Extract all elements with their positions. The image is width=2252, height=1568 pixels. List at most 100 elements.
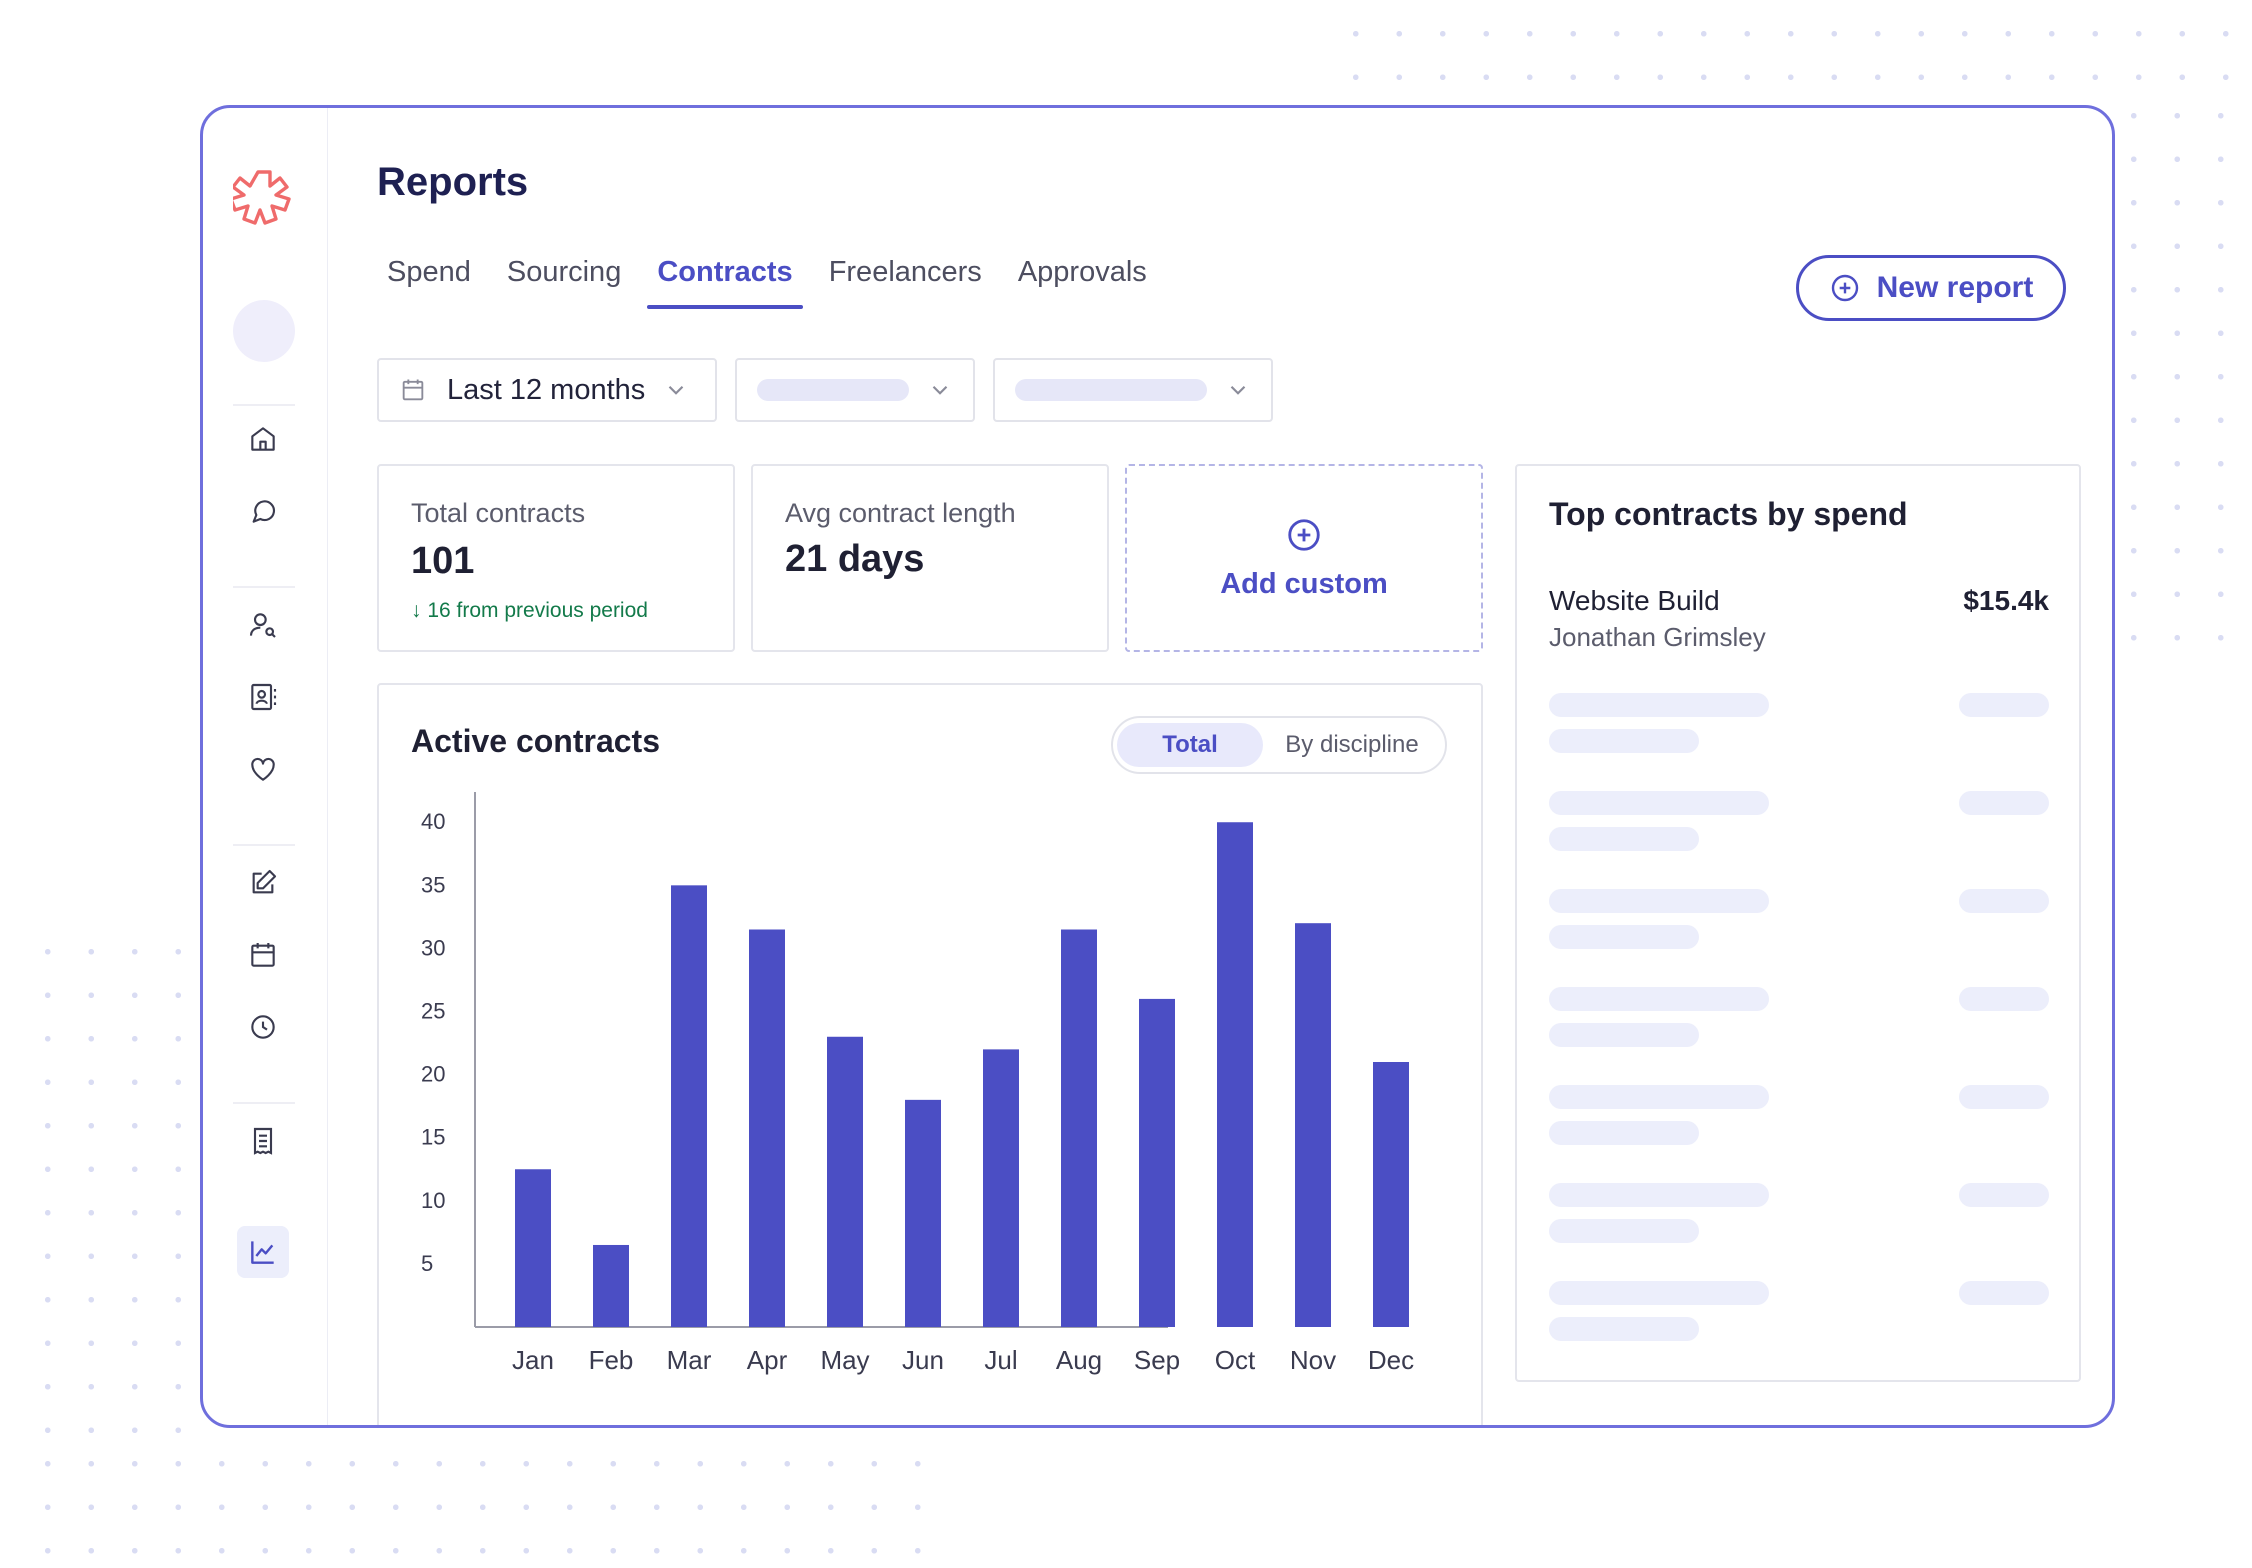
skeleton-line <box>1549 889 1769 913</box>
y-tick-label: 25 <box>421 999 445 1024</box>
skeleton-line <box>1549 987 1769 1011</box>
chevron-down-icon <box>1230 385 1246 395</box>
x-tick-label: Mar <box>667 1345 712 1375</box>
sidebar <box>203 108 328 1425</box>
bar <box>905 1099 941 1327</box>
bar <box>1373 1062 1409 1327</box>
app-window: Reports Spend Sourcing Contracts Freelan… <box>200 105 2115 1428</box>
y-tick-label: 35 <box>421 872 445 897</box>
plus-circle-icon <box>1831 274 1858 302</box>
skeleton-line <box>1549 1281 1769 1305</box>
y-tick-label: 20 <box>421 1062 445 1087</box>
placeholder-bar <box>757 379 909 401</box>
total-contracts-card: Total contracts 101 ↓ 16 from previous p… <box>377 464 735 652</box>
skeleton-line <box>1549 1317 1699 1341</box>
add-custom-card[interactable]: Add custom <box>1125 464 1483 652</box>
main-content: Reports Spend Sourcing Contracts Freelan… <box>327 108 2112 1425</box>
active-contracts-card: Active contracts Total By discipline 5 10… <box>377 683 1483 1425</box>
skeleton-line <box>1959 693 2049 717</box>
sidebar-item-home[interactable] <box>237 413 289 465</box>
date-range-select[interactable]: Last 12 months <box>377 358 717 422</box>
skeleton-line <box>1549 1219 1699 1243</box>
stat-value: 21 days <box>785 538 925 580</box>
x-tick-label: Feb <box>589 1345 634 1375</box>
tab-spend[interactable]: Spend <box>387 256 471 288</box>
user-search-icon <box>249 613 276 638</box>
toggle-total[interactable]: Total <box>1117 723 1263 767</box>
contract-name[interactable]: Website Build <box>1549 585 1720 616</box>
sidebar-item-talent[interactable] <box>237 599 289 651</box>
placeholder-bar <box>1015 379 1207 401</box>
x-tick-label: Jan <box>512 1345 554 1375</box>
sidebar-item-favorites[interactable] <box>237 743 289 795</box>
stat-label: Total contracts <box>411 498 586 528</box>
top-contracts-card: Top contracts by spend Website Build Jon… <box>1515 464 2081 1382</box>
x-tick-label: Apr <box>747 1345 788 1375</box>
decorative-dots <box>2112 94 2252 644</box>
skeleton-line <box>1959 1183 2049 1207</box>
bar <box>1139 998 1175 1327</box>
top-contracts-title: Top contracts by spend <box>1549 496 1908 532</box>
x-tick-label: Oct <box>1215 1345 1256 1375</box>
skeleton-line <box>1549 729 1699 753</box>
chevron-down-icon <box>932 385 948 395</box>
skeleton-line <box>1959 987 2049 1011</box>
decorative-dots <box>1334 12 2252 94</box>
tab-contracts[interactable]: Contracts <box>647 256 804 309</box>
filter-select[interactable] <box>993 358 1273 422</box>
page-title: Reports <box>377 160 529 204</box>
stat-label: Avg contract length <box>785 498 1016 528</box>
x-tick-label: Aug <box>1056 1345 1102 1375</box>
tab-freelancers[interactable]: Freelancers <box>828 256 982 288</box>
decorative-dots <box>26 1442 936 1568</box>
sidebar-item-messages[interactable] <box>237 485 289 537</box>
skeleton-line <box>1549 1085 1769 1109</box>
y-tick-label: 30 <box>421 935 445 960</box>
edit-icon <box>252 869 277 894</box>
divider <box>233 1102 295 1104</box>
toggle-by-discipline[interactable]: By discipline <box>1285 731 1419 758</box>
x-tick-label: Jun <box>902 1345 944 1375</box>
clock-icon <box>251 1015 275 1039</box>
x-tick-label: Nov <box>1290 1345 1336 1375</box>
bar <box>515 1169 551 1327</box>
skeleton-line <box>1959 791 2049 815</box>
bar-chart: 5 10 15 20 25 30 35 40 Jan Feb Mar Apr May Jun Jul Aug S… <box>421 792 1414 1375</box>
skeleton-line <box>1959 1281 2049 1305</box>
skeleton-line <box>1959 889 2049 913</box>
receipt-icon <box>253 1127 273 1155</box>
contacts-icon <box>251 683 277 711</box>
sidebar-item-contacts[interactable] <box>237 671 289 723</box>
sidebar-item-calendar[interactable] <box>237 929 289 981</box>
sidebar-item-edit[interactable] <box>237 857 289 909</box>
new-report-button[interactable]: New report <box>1796 255 2066 321</box>
skeleton-line <box>1549 791 1769 815</box>
stat-value: 101 <box>411 540 475 582</box>
x-tick-label: Dec <box>1368 1345 1414 1375</box>
bar <box>593 1244 629 1327</box>
tab-approvals[interactable]: Approvals <box>1017 256 1147 288</box>
skeleton-line <box>1959 1085 2049 1109</box>
bar <box>983 1049 1019 1327</box>
add-custom-label: Add custom <box>1220 567 1388 600</box>
filter-select[interactable] <box>735 358 975 422</box>
bar <box>671 885 707 1327</box>
stat-delta: ↓ 16 from previous period <box>411 599 648 622</box>
bar <box>1217 822 1253 1327</box>
skeleton-line <box>1549 1121 1699 1145</box>
plus-circle-icon <box>1288 518 1320 551</box>
new-report-label: New report <box>1876 271 2034 304</box>
contract-owner: Jonathan Grimsley <box>1549 622 1766 652</box>
sidebar-item-reports[interactable] <box>237 1226 289 1278</box>
y-tick-label: 15 <box>421 1125 445 1150</box>
tab-sourcing[interactable]: Sourcing <box>506 256 622 288</box>
decorative-dots <box>26 930 186 1442</box>
avatar[interactable] <box>233 300 295 362</box>
view-toggle: Total By discipline <box>1111 716 1447 774</box>
sidebar-item-time[interactable] <box>237 1001 289 1053</box>
logo-icon[interactable] <box>229 166 295 228</box>
bar <box>749 929 785 1327</box>
sidebar-item-invoices[interactable] <box>237 1115 289 1167</box>
avg-length-card: Avg contract length 21 days <box>751 464 1109 652</box>
y-tick-label: 10 <box>421 1188 445 1213</box>
